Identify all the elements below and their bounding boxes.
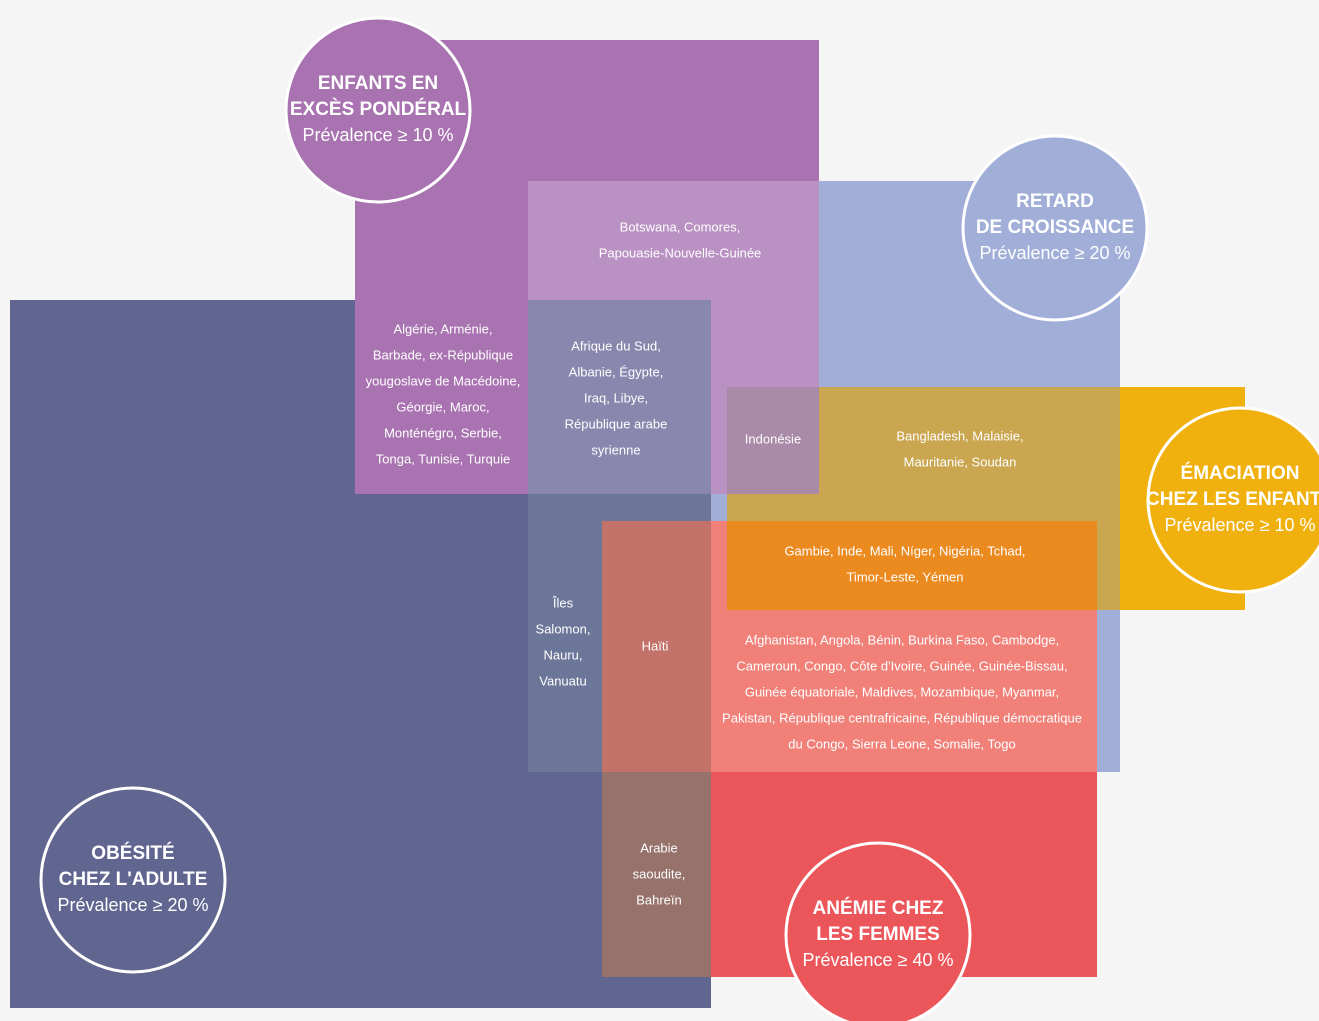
country-list: Albanie, Égypte, [569, 364, 664, 379]
country-list: Îles [552, 595, 574, 610]
country-list: Indonésie [745, 431, 801, 446]
country-list: yougoslave de Macédoine, [366, 373, 521, 388]
country-list: Monténégro, Serbie, [384, 425, 502, 440]
country-list: Afrique du Sud, [571, 338, 661, 353]
country-list: Pakistan, République centrafricaine, Rép… [722, 710, 1082, 725]
country-list: saoudite, [633, 866, 686, 881]
overlap [528, 181, 819, 300]
group-title: CHEZ L'ADULTE [59, 869, 208, 890]
country-list: Cameroun, Congo, Côte d'Ivoire, Guinée, … [736, 658, 1067, 673]
country-list: syrienne [591, 442, 640, 457]
country-list: République arabe [565, 416, 668, 431]
overlap [1097, 521, 1120, 610]
country-list: Algérie, Arménie, [394, 321, 493, 336]
group-title: ENFANTS EN [318, 73, 438, 94]
group-title: ÉMACIATION [1181, 462, 1300, 484]
country-list: Bahreïn [636, 892, 682, 907]
group-title: ANÉMIE CHEZ [813, 897, 944, 919]
overlap [819, 387, 1120, 521]
country-list: Arabie [640, 840, 678, 855]
group-circle [784, 841, 972, 1021]
group-prevalence: Prévalence ≥ 20 % [980, 243, 1131, 263]
shapes [10, 40, 1245, 1008]
group-title: LES FEMMES [816, 924, 940, 945]
country-list: Barbade, ex-République [373, 347, 513, 362]
country-list: Afghanistan, Angola, Bénin, Burkina Faso… [745, 632, 1059, 647]
group-circle [961, 134, 1149, 322]
country-list: Botswana, Comores, [620, 219, 741, 234]
country-list: Nauru, [543, 647, 582, 662]
overlap [727, 494, 819, 521]
group-prevalence: Prévalence ≥ 10 % [303, 125, 454, 145]
group-circle [1146, 406, 1319, 594]
country-list: Timor-Leste, Yémen [846, 569, 963, 584]
country-list: Bangladesh, Malaisie, [896, 428, 1023, 443]
group-prevalence: Prévalence ≥ 40 % [803, 950, 954, 970]
country-list: Papouasie-Nouvelle-Guinée [599, 245, 762, 260]
overlap [727, 387, 819, 494]
country-list: Guinée équatoriale, Maldives, Mozambique… [745, 684, 1059, 699]
country-list: Iraq, Libye, [584, 390, 648, 405]
country-list: Tonga, Tunisie, Turquie [376, 451, 510, 466]
country-list: Salomon, [536, 621, 591, 636]
country-list: du Congo, Sierra Leone, Somalie, Togo [788, 736, 1015, 751]
country-list: Géorgie, Maroc, [396, 399, 489, 414]
group-title: DE CROISSANCE [976, 217, 1134, 238]
overlap [528, 300, 711, 494]
country-list: Haïti [642, 638, 669, 653]
overlap [727, 521, 1097, 610]
country-list: Gambie, Inde, Mali, Níger, Nigéria, Tcha… [784, 543, 1025, 558]
group-circle [284, 16, 472, 204]
group-circle [39, 786, 227, 974]
group-title: CHEZ LES ENFANTS [1146, 489, 1319, 510]
overlap [602, 521, 711, 772]
country-list: Vanuatu [539, 673, 586, 688]
overlap [602, 772, 711, 977]
country-list: Mauritanie, Soudan [904, 454, 1017, 469]
group-prevalence: Prévalence ≥ 20 % [58, 895, 209, 915]
group-title: OBÉSITÉ [91, 842, 174, 864]
group-prevalence: Prévalence ≥ 10 % [1165, 515, 1316, 535]
group-title: RETARD [1016, 191, 1094, 212]
group-title: EXCÈS PONDÉRAL [290, 98, 467, 120]
